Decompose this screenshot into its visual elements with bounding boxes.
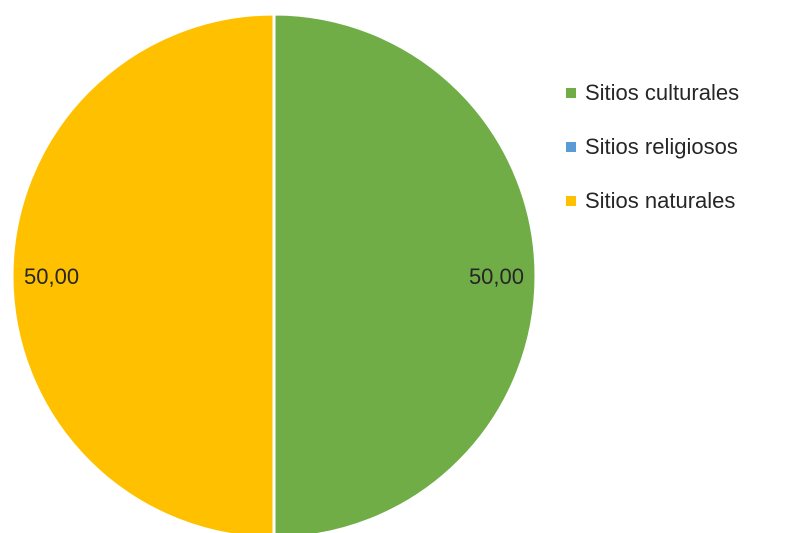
legend-label: Sitios religiosos	[585, 134, 738, 159]
pie-slice-sitios-naturales	[10, 12, 276, 533]
legend-swatch	[566, 88, 576, 98]
legend-item-sitios-culturales: Sitios culturales	[566, 66, 739, 120]
legend-item-sitios-religiosos: Sitios religiosos	[566, 120, 739, 174]
legend: Sitios culturales Sitios religiosos Siti…	[566, 66, 739, 228]
data-label: 50,00	[469, 264, 524, 289]
legend-label: Sitios naturales	[585, 188, 736, 213]
legend-swatch	[566, 196, 576, 206]
legend-item-sitios-naturales: Sitios naturales	[566, 174, 739, 228]
pie-slice-sitios-culturales	[272, 12, 538, 533]
data-label: 50,00	[24, 264, 79, 289]
legend-swatch	[566, 142, 576, 152]
legend-label: Sitios culturales	[585, 80, 740, 105]
